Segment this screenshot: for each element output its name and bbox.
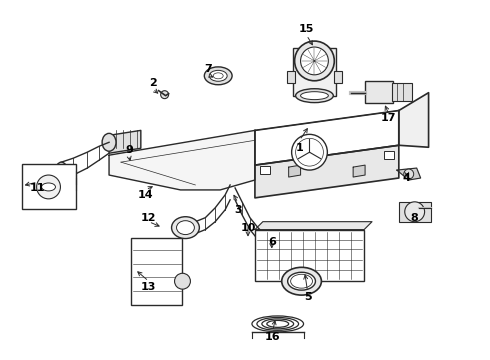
Polygon shape — [109, 130, 255, 190]
Circle shape — [294, 41, 334, 81]
Text: 8: 8 — [411, 213, 418, 223]
Bar — [255, 230, 364, 281]
Circle shape — [405, 202, 425, 222]
Polygon shape — [255, 111, 399, 165]
Text: 17: 17 — [381, 113, 396, 123]
Bar — [293, 48, 336, 96]
Text: 7: 7 — [204, 64, 212, 74]
Circle shape — [37, 175, 60, 199]
Ellipse shape — [282, 267, 321, 295]
Ellipse shape — [176, 221, 195, 235]
Polygon shape — [255, 145, 399, 198]
Text: 3: 3 — [234, 205, 242, 215]
Text: 14: 14 — [138, 190, 153, 200]
Ellipse shape — [300, 92, 328, 100]
Text: 12: 12 — [141, 213, 156, 223]
Circle shape — [174, 273, 191, 289]
Ellipse shape — [102, 133, 116, 151]
Bar — [287, 71, 294, 83]
Ellipse shape — [288, 272, 316, 290]
Ellipse shape — [295, 89, 333, 103]
Text: 13: 13 — [141, 282, 156, 292]
Text: 5: 5 — [304, 292, 311, 302]
Text: 15: 15 — [299, 24, 314, 34]
Text: 4: 4 — [403, 173, 411, 183]
Ellipse shape — [55, 162, 68, 180]
Polygon shape — [235, 188, 264, 246]
Ellipse shape — [179, 222, 192, 238]
Text: 11: 11 — [30, 183, 46, 193]
Text: 10: 10 — [240, 222, 256, 233]
Polygon shape — [289, 165, 300, 177]
Bar — [392, 83, 412, 100]
Ellipse shape — [204, 67, 232, 85]
Bar — [22, 164, 76, 209]
Circle shape — [404, 169, 414, 179]
Ellipse shape — [172, 217, 199, 239]
Polygon shape — [399, 93, 429, 147]
Bar — [131, 238, 182, 305]
Bar — [260, 166, 270, 174]
Bar — [365, 81, 393, 103]
Text: 6: 6 — [268, 237, 276, 247]
Circle shape — [292, 134, 327, 170]
Text: 9: 9 — [125, 145, 133, 155]
Polygon shape — [109, 130, 141, 153]
Polygon shape — [397, 168, 420, 180]
Polygon shape — [255, 222, 372, 230]
Text: 2: 2 — [149, 78, 157, 88]
Polygon shape — [353, 165, 365, 177]
Ellipse shape — [209, 70, 227, 81]
Bar — [334, 71, 342, 83]
Bar — [399, 202, 431, 222]
Text: 1: 1 — [295, 143, 303, 153]
Circle shape — [300, 47, 328, 75]
Ellipse shape — [42, 183, 55, 191]
Bar — [384, 151, 394, 159]
Text: 16: 16 — [265, 332, 281, 342]
Circle shape — [161, 91, 169, 99]
